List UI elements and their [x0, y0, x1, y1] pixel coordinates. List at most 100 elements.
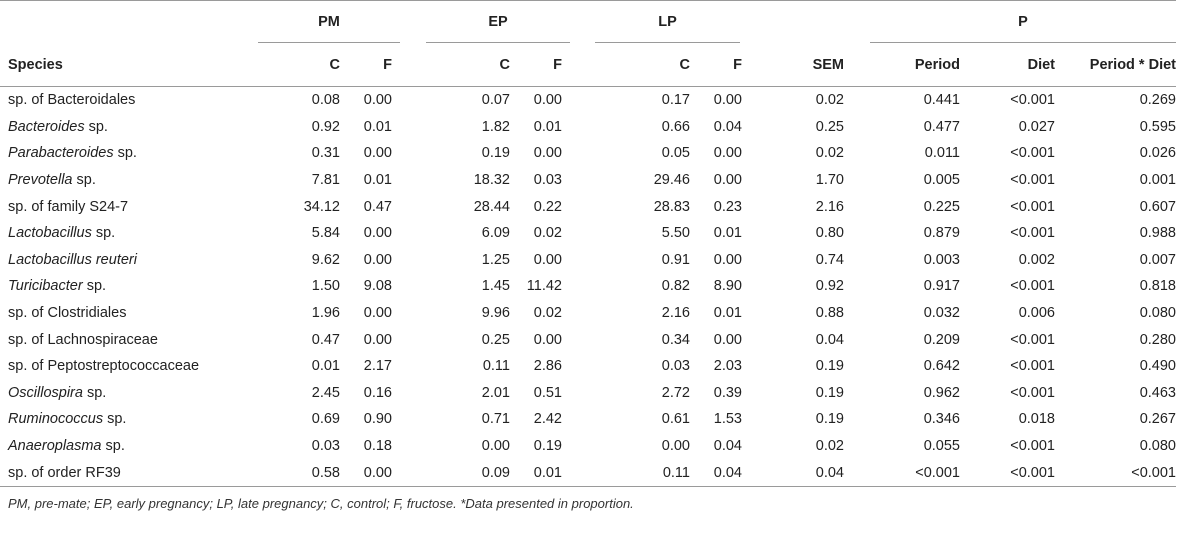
cell-interaction: 0.988	[1139, 225, 1176, 242]
cell-interaction: 0.595	[1139, 118, 1176, 135]
species-name-cell: Oscillospira sp.	[0, 380, 230, 407]
cell-interaction: 0.607	[1139, 198, 1176, 215]
table-row: sp. of Clostridiales 1.96 0.00 9.96 0.02 2.16…	[0, 300, 1176, 327]
species-table: PM EP LP P	[0, 0, 1176, 487]
cell-pm-c: 0.31	[311, 145, 340, 162]
cell-ep-f: 0.00	[533, 251, 562, 268]
cell-lp-c: 28.83	[653, 198, 690, 215]
cell-ep-c: 2.01	[481, 384, 510, 401]
cell-pm-f: 0.00	[363, 225, 392, 242]
cell-diet: <0.001	[1010, 225, 1055, 242]
cell-pm-f: 0.47	[363, 198, 392, 215]
cell-ep-f: 0.51	[533, 384, 562, 401]
cell-diet: 0.018	[1018, 411, 1055, 428]
cell-period: 0.441	[923, 92, 960, 109]
cell-ep-c: 0.19	[481, 145, 510, 162]
group-header-pm: PM	[230, 1, 400, 43]
cell-sem: 0.74	[815, 251, 844, 268]
cell-diet: 0.002	[1018, 251, 1055, 268]
species-name-cell: Lactobacillus sp.	[0, 220, 230, 247]
cell-interaction: 0.280	[1139, 331, 1176, 348]
species-label: sp. of Peptostreptococcaceae	[8, 358, 200, 375]
cell-lp-c: 0.34	[661, 331, 690, 348]
cell-pm-c: 0.92	[311, 118, 340, 135]
species-genus: Lactobacillus	[8, 225, 92, 242]
species-label: sp.	[72, 172, 96, 189]
species-label: sp.	[113, 145, 137, 162]
cell-diet: <0.001	[1010, 358, 1055, 375]
species-name-cell: Turicibacter sp.	[0, 273, 230, 300]
cell-lp-f: 0.01	[713, 225, 742, 242]
table-row: Anaeroplasma sp. 0.03 0.18 0.00 0.19 0.00 0.04…	[0, 433, 1176, 460]
cell-ep-f: 2.42	[533, 411, 562, 428]
cell-sem: 1.70	[815, 172, 844, 189]
cell-period: 0.225	[923, 198, 960, 215]
species-genus: Oscillospira	[8, 384, 83, 401]
species-label: sp. of order RF39	[8, 464, 121, 481]
cell-ep-c: 28.44	[473, 198, 510, 215]
cell-lp-f: 8.90	[713, 278, 742, 295]
species-label: sp.	[103, 411, 127, 428]
col-pm-f: F	[340, 43, 400, 87]
cell-pm-f: 0.00	[363, 92, 392, 109]
cell-lp-c: 29.46	[653, 172, 690, 189]
cell-ep-c: 0.07	[481, 92, 510, 109]
cell-lp-f: 0.00	[713, 92, 742, 109]
cell-lp-c: 0.61	[661, 411, 690, 428]
cell-pm-c: 0.03	[311, 438, 340, 455]
cell-ep-c: 1.82	[481, 118, 510, 135]
cell-ep-c: 1.25	[481, 251, 510, 268]
species-name-cell: sp. of Bacteroidales	[0, 87, 230, 114]
cell-diet: <0.001	[1010, 172, 1055, 189]
cell-pm-c: 0.58	[230, 459, 340, 487]
cell-ep-f: 11.42	[526, 278, 562, 295]
cell-diet: <0.001	[1010, 145, 1055, 162]
table-row: Prevotella sp. 7.81 0.01 18.32 0.03 29.46 0.00…	[0, 167, 1176, 194]
cell-pm-c: 1.96	[311, 305, 340, 322]
cell-pm-f: 0.00	[363, 251, 392, 268]
cell-period: 0.032	[923, 305, 960, 322]
cell-diet: 0.027	[1018, 118, 1055, 135]
cell-ep-f: 0.03	[533, 172, 562, 189]
cell-ep-f: 0.01	[510, 459, 570, 487]
species-genus: Prevotella	[8, 172, 73, 189]
cell-ep-f: 2.86	[533, 358, 562, 375]
cell-interaction: 0.080	[1139, 438, 1176, 455]
cell-sem: 0.04	[815, 331, 844, 348]
cell-diet: <0.001	[960, 459, 1055, 487]
cell-pm-c: 0.47	[311, 331, 340, 348]
cell-lp-f: 0.39	[713, 384, 742, 401]
cell-interaction: 0.001	[1139, 172, 1176, 189]
cell-interaction: 0.007	[1139, 251, 1176, 268]
cell-ep-c: 0.71	[481, 411, 510, 428]
table-row: Lactobacillus reuteri 9.62 0.00 1.25 0.00 0.9…	[0, 247, 1176, 274]
cell-pm-c: 1.50	[311, 278, 340, 295]
cell-lp-f: 2.03	[713, 358, 742, 375]
species-label: sp. of Lachnospiraceae	[8, 331, 158, 348]
cell-pm-f: 0.00	[363, 331, 392, 348]
col-ep-c: C	[400, 43, 510, 87]
cell-pm-c: 0.69	[311, 411, 340, 428]
table-row: Oscillospira sp. 2.45 0.16 2.01 0.51 2.72 0.39…	[0, 380, 1176, 407]
species-genus: Bacteroides	[8, 118, 85, 135]
cell-lp-c: 5.50	[661, 225, 690, 242]
ep-underline: EP	[426, 1, 570, 43]
cell-interaction: <0.001	[1055, 459, 1176, 487]
table-row: Bacteroides sp. 0.92 0.01 1.82 0.01 0.66 0.04 0…	[0, 114, 1176, 141]
species-name-cell: sp. of family S24-7	[0, 193, 230, 220]
species-name-cell: sp. of Clostridiales	[0, 300, 230, 327]
cell-lp-c: 2.16	[661, 305, 690, 322]
col-pm-c: C	[230, 43, 340, 87]
species-genus: Turicibacter	[8, 278, 83, 295]
pm-underline: PM	[258, 1, 400, 43]
table-footnote: PM, pre-mate; EP, early pregnancy; LP, l…	[8, 495, 634, 511]
table-row: sp. of Lachnospiraceae 0.47 0.00 0.25 0.00 0.…	[0, 326, 1176, 353]
cell-lp-f: 0.00	[713, 331, 742, 348]
cell-period: 0.346	[923, 411, 960, 428]
cell-sem: 0.88	[815, 305, 844, 322]
table-row: sp. of Bacteroidales 0.08 0.00 0.07 0.00 0.17…	[0, 87, 1176, 114]
table-body: sp. of Bacteroidales 0.08 0.00 0.07 0.00 0.17…	[0, 87, 1176, 487]
species-label: sp.	[82, 384, 107, 401]
group-header-row: PM EP LP P	[0, 0, 1176, 43]
